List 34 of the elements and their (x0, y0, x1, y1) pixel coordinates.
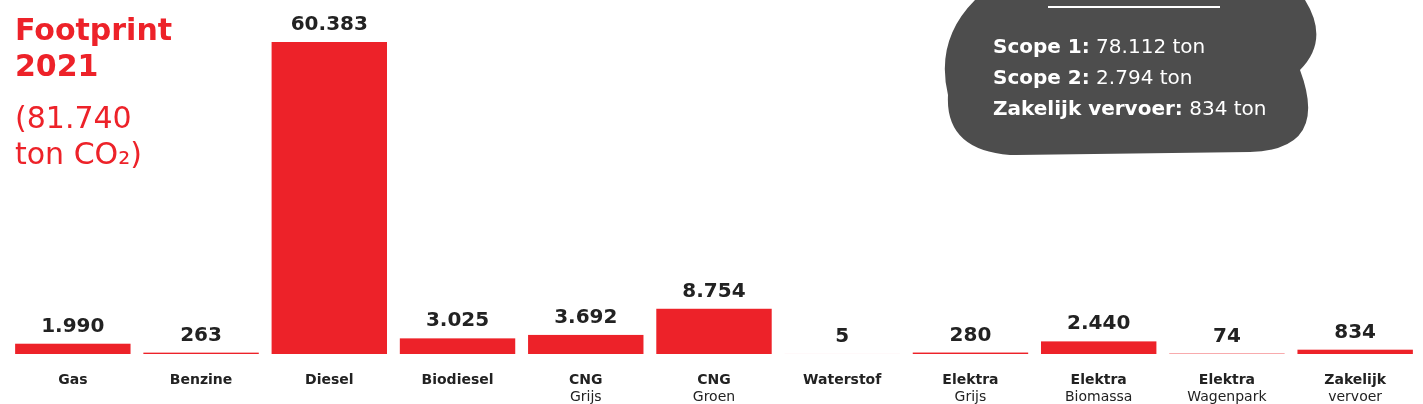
x-tick-label: Zakelijk vervoer (1324, 371, 1387, 404)
data-label: 5 (835, 322, 850, 347)
annotation: Scope 1: 78.112 ton (993, 34, 1206, 58)
x-tick-label: Gas (58, 371, 88, 387)
chart-title: Footprint 2021 (15, 12, 173, 83)
x-tick-label: Elektra Biomassa (1064, 371, 1133, 404)
bar (656, 308, 772, 354)
bar (399, 338, 516, 354)
bar (15, 343, 131, 354)
data-label: 834 (1334, 318, 1377, 343)
x-tick-label: Diesel (305, 371, 354, 387)
x-tick-label: Benzine (169, 371, 233, 387)
x-tick-label: CNG Grijs (569, 371, 603, 404)
data-label: 74 (1213, 322, 1241, 347)
bar (1040, 341, 1157, 354)
x-tick-label: CNG Groen (692, 371, 736, 404)
data-label: 263 (180, 321, 222, 346)
data-label: 1.990 (41, 312, 105, 337)
annotation: Zakelijk vervoer: 834 ton (993, 96, 1267, 120)
data-label: 2.440 (1067, 310, 1131, 335)
x-tick-label: Elektra Wagenpark (1187, 371, 1268, 404)
data-label: 60.383 (290, 11, 368, 35)
x-tick-label: Waterstof (803, 371, 883, 387)
annotation: Scope 2: 2.794 ton (993, 65, 1193, 89)
x-tick-label: Biodiesel (421, 371, 494, 387)
data-label: 280 (949, 321, 992, 346)
bar (1297, 349, 1413, 354)
text: (81.740 ton CO₂) (15, 100, 142, 171)
data-label: 3.692 (554, 303, 618, 328)
data-label: 3.025 (425, 307, 490, 332)
data-label: 8.754 (682, 277, 746, 302)
bar (271, 42, 388, 354)
bar (528, 334, 644, 354)
x-tick-label: Elektra Grijs (942, 371, 999, 404)
